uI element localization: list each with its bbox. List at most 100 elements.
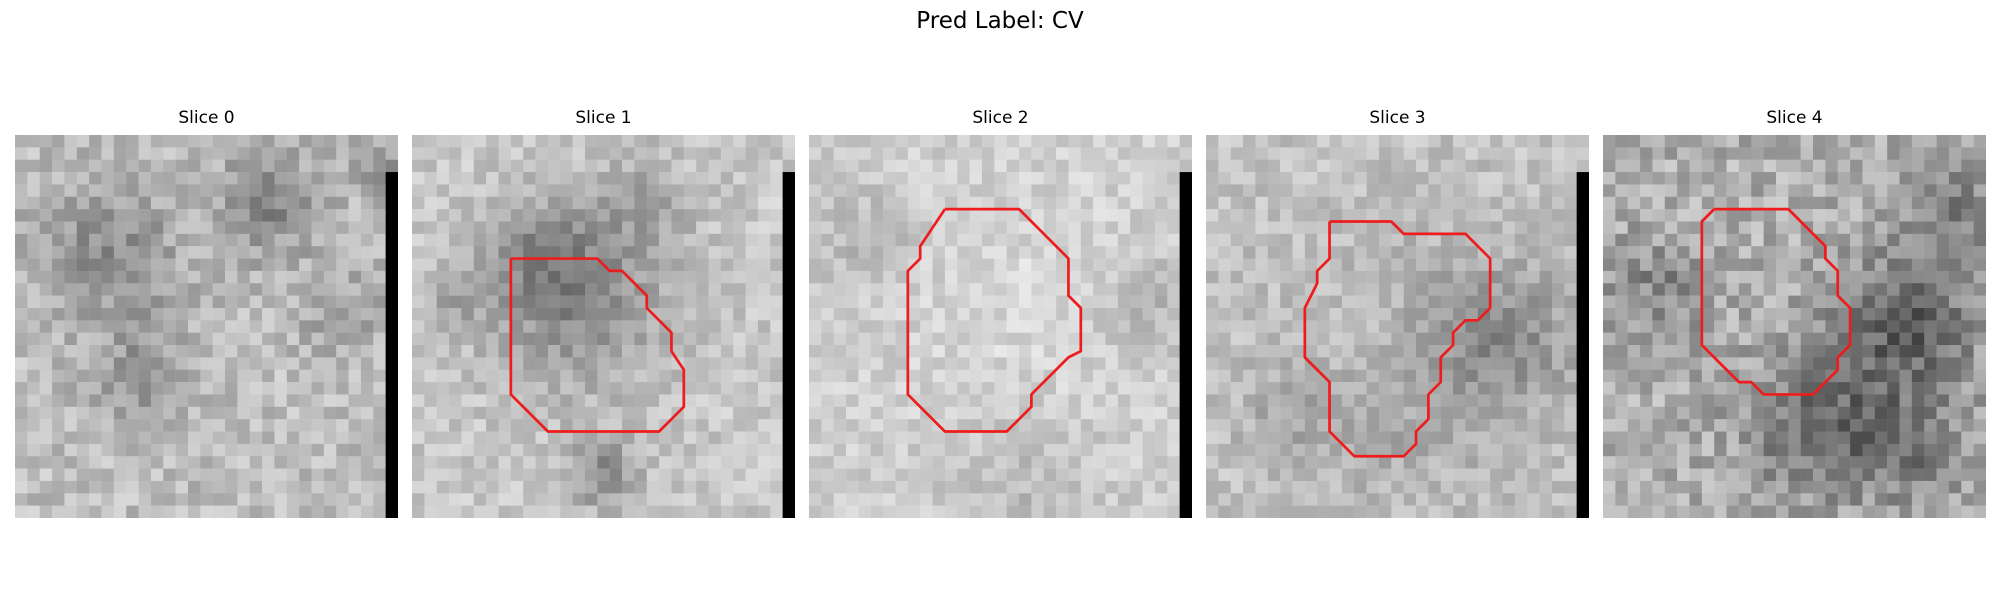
image-pixel [1403,357,1417,370]
image-pixel [1603,382,1616,395]
image-pixel [1961,233,1974,247]
image-pixel [1514,147,1528,160]
image-pixel [757,159,771,173]
image-pixel [286,320,300,333]
image-pixel [1514,345,1528,358]
image-pixel [373,283,386,296]
image-pixel [535,369,549,383]
image-pixel [622,406,635,420]
image-pixel [1031,332,1044,346]
image-pixel [1080,258,1094,272]
image-pixel [212,456,226,469]
image-pixel [1218,345,1231,358]
image-pixel [683,196,697,210]
image-pixel [1218,419,1231,432]
black-edge-strip [1576,172,1589,518]
image-pixel [175,505,189,518]
image-pixel [138,172,152,185]
image-pixel [883,184,896,198]
image-pixel [683,431,697,445]
image-pixel [1354,394,1367,408]
image-pixel [609,505,623,518]
image-pixel [311,147,325,160]
image-pixel [1726,320,1740,333]
image-pixel [101,159,115,173]
image-pixel [1714,394,1727,408]
image-pixel [809,493,822,506]
image-pixel [646,382,660,395]
image-pixel [274,468,288,482]
image-pixel [994,480,1007,494]
image-pixel [883,135,896,148]
black-edge-strip [385,172,398,518]
image-pixel [449,456,462,469]
image-pixel [883,258,896,272]
image-pixel [1391,505,1404,518]
image-pixel [1056,443,1069,457]
image-pixel [1391,172,1404,185]
image-pixel [745,382,759,395]
image-pixel [64,480,78,494]
image-pixel [1539,307,1553,321]
image-pixel [944,159,958,173]
image-pixel [957,135,970,148]
image-pixel [1652,209,1666,222]
image-pixel [1615,431,1628,445]
image-pixel [994,332,1007,346]
image-pixel [646,406,660,420]
image-pixel [1267,184,1281,198]
image-pixel [1206,246,1219,259]
image-pixel [671,233,685,247]
image-pixel [126,505,139,518]
image-pixel [336,480,349,494]
image-pixel [1304,233,1318,247]
image-pixel [1218,147,1231,160]
image-pixel [200,209,213,222]
image-pixel [1677,233,1690,247]
image-pixel [1751,147,1764,160]
image-pixel [1664,382,1678,395]
image-pixel [883,468,896,482]
image-pixel [745,246,759,259]
image-pixel [932,505,946,518]
image-pixel [969,480,983,494]
image-pixel [597,345,610,358]
image-pixel [150,295,164,309]
image-pixel [52,135,65,148]
image-pixel [1366,246,1380,259]
image-pixel [1267,258,1281,272]
image-pixel [671,246,685,259]
image-pixel [1280,468,1293,482]
image-pixel [696,382,709,395]
image-pixel [1154,468,1168,482]
image-pixel [1105,270,1119,284]
image-pixel [560,468,573,482]
image-pixel [1936,382,1950,395]
image-pixel [883,172,896,185]
image-pixel [412,345,425,358]
image-pixel [809,209,822,222]
image-pixel [1701,246,1715,259]
image-pixel [1652,419,1666,432]
image-pixel [1117,505,1131,518]
image-pixel [1502,493,1516,506]
image-pixel [733,283,746,296]
image-pixel [1267,159,1281,173]
image-pixel [373,493,386,506]
image-pixel [1080,320,1094,333]
image-pixel [994,320,1007,333]
image-pixel [858,258,872,272]
image-pixel [1255,233,1269,247]
image-pixel [846,258,859,272]
image-pixel [846,443,859,457]
image-pixel [920,135,933,148]
image-pixel [1899,295,1913,309]
image-pixel [311,159,325,173]
image-pixel [76,431,90,445]
image-pixel [646,431,660,445]
image-pixel [770,332,783,346]
image-pixel [1031,468,1044,482]
image-pixel [1948,357,1962,370]
image-pixel [1366,394,1380,408]
image-pixel [274,320,288,333]
